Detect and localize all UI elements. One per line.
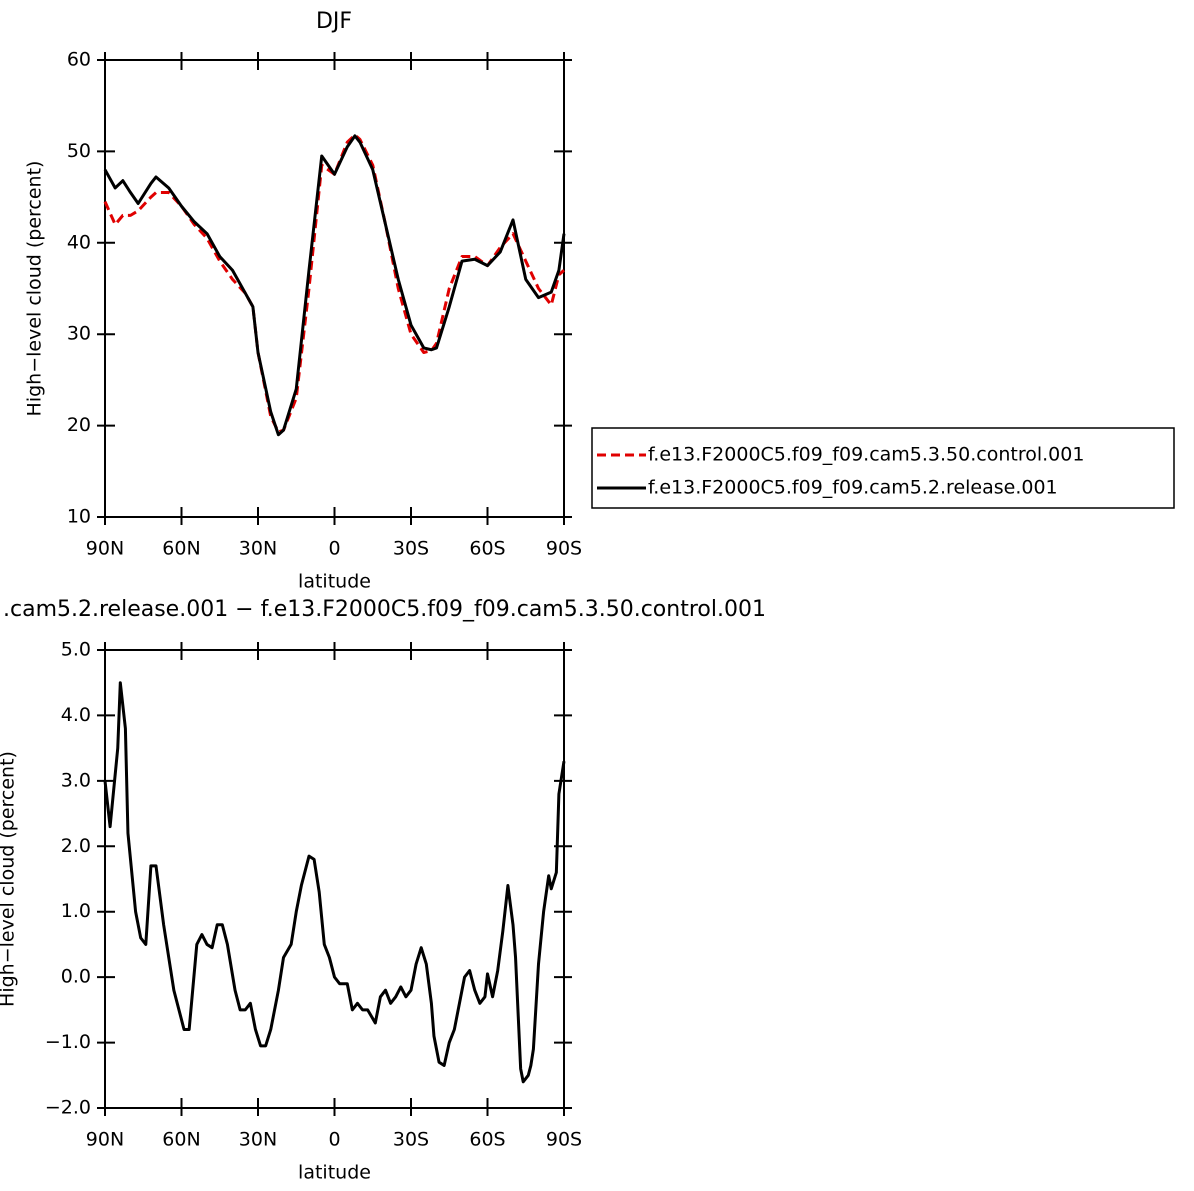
y-tick-label: 20 xyxy=(67,414,91,436)
x-tick-label: 60N xyxy=(162,538,200,560)
x-axis-label: latitude xyxy=(298,571,371,593)
x-tick-label: 90S xyxy=(546,1129,582,1151)
x-tick-label: 60S xyxy=(469,1129,505,1151)
chart-title: .cam5.2.release.001 − f.e13.F2000C5.f09_… xyxy=(3,597,766,622)
x-tick-label: 0 xyxy=(328,538,340,560)
data-line xyxy=(103,134,566,437)
y-tick-label: 10 xyxy=(67,506,91,528)
y-tick-label: −2.0 xyxy=(45,1097,91,1119)
legend-label: f.e13.F2000C5.f09_f09.cam5.2.release.001 xyxy=(648,477,1058,499)
x-tick-label: 30N xyxy=(239,1129,277,1151)
plot-frame xyxy=(104,59,565,518)
x-tick-label: 0 xyxy=(328,1129,340,1151)
y-tick-label: 2.0 xyxy=(61,835,91,857)
data-line xyxy=(103,133,566,434)
y-tick-label: 30 xyxy=(67,323,91,345)
y-axis-label: High−level cloud (percent) xyxy=(24,161,46,417)
legend-label: f.e13.F2000C5.f09_f09.cam5.3.50.control.… xyxy=(648,444,1084,466)
y-tick-label: 0.0 xyxy=(61,966,91,988)
x-axis-label: latitude xyxy=(298,1162,371,1184)
plot-frame xyxy=(104,649,565,1109)
y-tick-label: 5.0 xyxy=(61,639,91,661)
y-tick-label: 1.0 xyxy=(61,900,91,922)
chart-title: DJF xyxy=(316,9,352,34)
y-tick-label: −1.0 xyxy=(45,1031,91,1053)
y-tick-label: 4.0 xyxy=(61,704,91,726)
y-tick-label: 40 xyxy=(67,231,91,253)
x-tick-label: 90N xyxy=(86,1129,124,1151)
x-tick-label: 60N xyxy=(162,1129,200,1151)
x-tick-label: 60S xyxy=(469,538,505,560)
x-tick-label: 30S xyxy=(393,1129,429,1151)
y-axis-label: High−level cloud (percent) xyxy=(0,751,19,1007)
x-tick-label: 30N xyxy=(239,538,277,560)
y-tick-label: 50 xyxy=(67,140,91,162)
legend-box xyxy=(591,427,1175,509)
x-tick-label: 90N xyxy=(86,538,124,560)
x-tick-label: 90S xyxy=(546,538,582,560)
x-tick-label: 30S xyxy=(393,538,429,560)
data-line xyxy=(103,681,566,1084)
y-tick-label: 60 xyxy=(67,49,91,71)
y-tick-label: 3.0 xyxy=(61,769,91,791)
